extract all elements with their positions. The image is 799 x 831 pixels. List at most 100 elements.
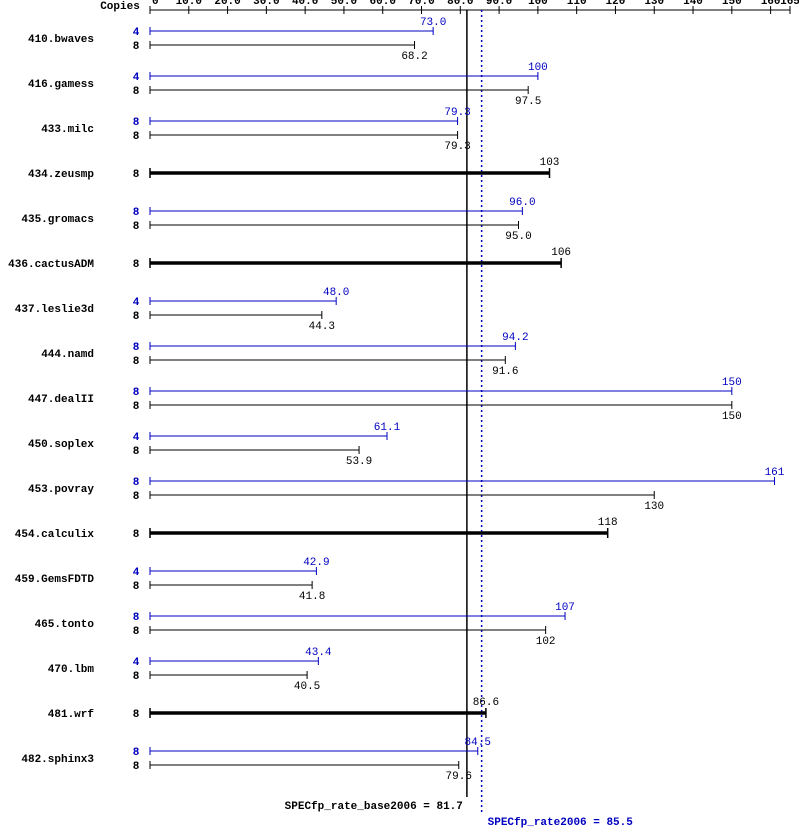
copies-header: Copies: [100, 1, 140, 13]
benchmark-name: 450.soplex: [28, 439, 94, 451]
value-label-peak: 43.4: [305, 647, 332, 659]
copies-base: 8: [133, 446, 140, 458]
x-tick-label: 20.0: [214, 0, 240, 8]
value-label-base: 150: [722, 411, 742, 423]
copies-peak: 4: [133, 657, 140, 669]
x-tick-label: 160: [761, 0, 781, 8]
copies-base: 8: [133, 259, 140, 271]
copies-base: 8: [133, 221, 140, 233]
copies-peak: 8: [133, 747, 140, 759]
copies-peak: 4: [133, 27, 140, 39]
benchmark-name: 454.calculix: [15, 529, 95, 541]
chart-svg: 0 10.0 20.0 30.0 40.0 50.0 60.0 70.0 80.0 90.0 100…: [0, 0, 799, 831]
value-label-base: 41.8: [299, 591, 325, 603]
copies-base: 8: [133, 491, 140, 503]
benchmark-name: 437.leslie3d: [15, 304, 94, 316]
value-label-base: 97.5: [515, 96, 541, 108]
value-label-peak: 73.0: [420, 17, 446, 29]
value-label-base: 68.2: [401, 51, 427, 63]
copies-base: 8: [133, 529, 140, 541]
x-tick-label: 70.0: [408, 0, 434, 8]
value-label-peak: 42.9: [303, 557, 329, 569]
copies-base: 8: [133, 311, 140, 323]
benchmark-name: 410.bwaves: [28, 34, 94, 46]
benchmark-name: 416.gamess: [28, 79, 94, 91]
benchmark-name: 459.GemsFDTD: [15, 574, 95, 586]
peakline-label: SPECfp_rate2006 = 85.5: [488, 817, 634, 829]
value-label-peak: 79.3: [444, 107, 470, 119]
value-label-base: 95.0: [505, 231, 531, 243]
copies-base: 8: [133, 671, 140, 683]
benchmark-name: 481.wrf: [48, 709, 95, 721]
x-tick-label: 80.0: [447, 0, 473, 8]
copies-base: 8: [133, 131, 140, 143]
benchmark-name: 470.lbm: [48, 664, 95, 676]
copies-peak: 4: [133, 432, 140, 444]
copies-base: 8: [133, 581, 140, 593]
x-tick-label: 150: [722, 0, 742, 8]
x-tick-label: 50.0: [331, 0, 357, 8]
copies-base: 8: [133, 709, 140, 721]
value-label-peak: 161: [765, 467, 785, 479]
baseline-label: SPECfp_rate_base2006 = 81.7: [285, 801, 463, 813]
copies-base: 8: [133, 86, 140, 98]
copies-base: 8: [133, 761, 140, 773]
copies-peak: 8: [133, 207, 140, 219]
value-label-peak: 94.2: [502, 332, 528, 344]
benchmark-name: 465.tonto: [35, 619, 95, 631]
value-label-base: 53.9: [346, 456, 372, 468]
x-tick-label: 90.0: [486, 0, 512, 8]
value-label-peak: 100: [528, 62, 548, 74]
chart-bg: [0, 0, 799, 831]
value-label-base: 118: [598, 517, 618, 529]
copies-peak: 4: [133, 567, 140, 579]
copies-peak: 8: [133, 612, 140, 624]
value-label-peak: 48.0: [323, 287, 349, 299]
value-label-base: 86.6: [473, 697, 499, 709]
value-label-peak: 150: [722, 377, 742, 389]
x-tick-label: 140: [683, 0, 703, 8]
value-label-peak: 96.0: [509, 197, 535, 209]
copies-peak: 8: [133, 117, 140, 129]
copies-base: 8: [133, 41, 140, 53]
value-label-base: 106: [551, 247, 571, 259]
benchmark-name: 435.gromacs: [21, 214, 94, 226]
copies-base: 8: [133, 626, 140, 638]
x-tick-label: 30.0: [253, 0, 279, 8]
x-tick-label: 110: [567, 0, 587, 8]
benchmark-name: 453.povray: [28, 484, 94, 496]
copies-peak: 8: [133, 342, 140, 354]
value-label-base: 79.3: [444, 141, 470, 153]
x-tick-label: 0: [152, 0, 159, 8]
value-label-base: 130: [644, 501, 664, 513]
copies-base: 8: [133, 356, 140, 368]
copies-base: 8: [133, 401, 140, 413]
copies-peak: 8: [133, 477, 140, 489]
value-label-peak: 61.1: [374, 422, 401, 434]
value-label-peak: 84.5: [465, 737, 491, 749]
x-tick-label: 165: [780, 0, 799, 8]
copies-peak: 4: [133, 72, 140, 84]
value-label-base: 91.6: [492, 366, 518, 378]
value-label-base: 79.6: [446, 771, 472, 783]
copies-peak: 8: [133, 387, 140, 399]
benchmark-name: 433.milc: [41, 124, 94, 136]
x-tick-label: 130: [644, 0, 664, 8]
benchmark-name: 482.sphinx3: [21, 754, 94, 766]
spec-rate-chart: 0 10.0 20.0 30.0 40.0 50.0 60.0 70.0 80.0 90.0 100…: [0, 0, 799, 831]
benchmark-name: 436.cactusADM: [8, 259, 94, 271]
value-label-base: 44.3: [309, 321, 335, 333]
value-label-base: 102: [536, 636, 556, 648]
x-tick-label: 120: [606, 0, 626, 8]
benchmark-name: 447.dealII: [28, 394, 94, 406]
value-label-base: 103: [540, 157, 560, 169]
benchmark-name: 434.zeusmp: [28, 169, 94, 181]
copies-peak: 4: [133, 297, 140, 309]
x-tick-label: 10.0: [176, 0, 202, 8]
x-tick-label: 60.0: [370, 0, 396, 8]
benchmark-name: 444.namd: [41, 349, 94, 361]
value-label-peak: 107: [555, 602, 575, 614]
copies-base: 8: [133, 169, 140, 181]
value-label-base: 40.5: [294, 681, 320, 693]
x-tick-label: 40.0: [292, 0, 318, 8]
